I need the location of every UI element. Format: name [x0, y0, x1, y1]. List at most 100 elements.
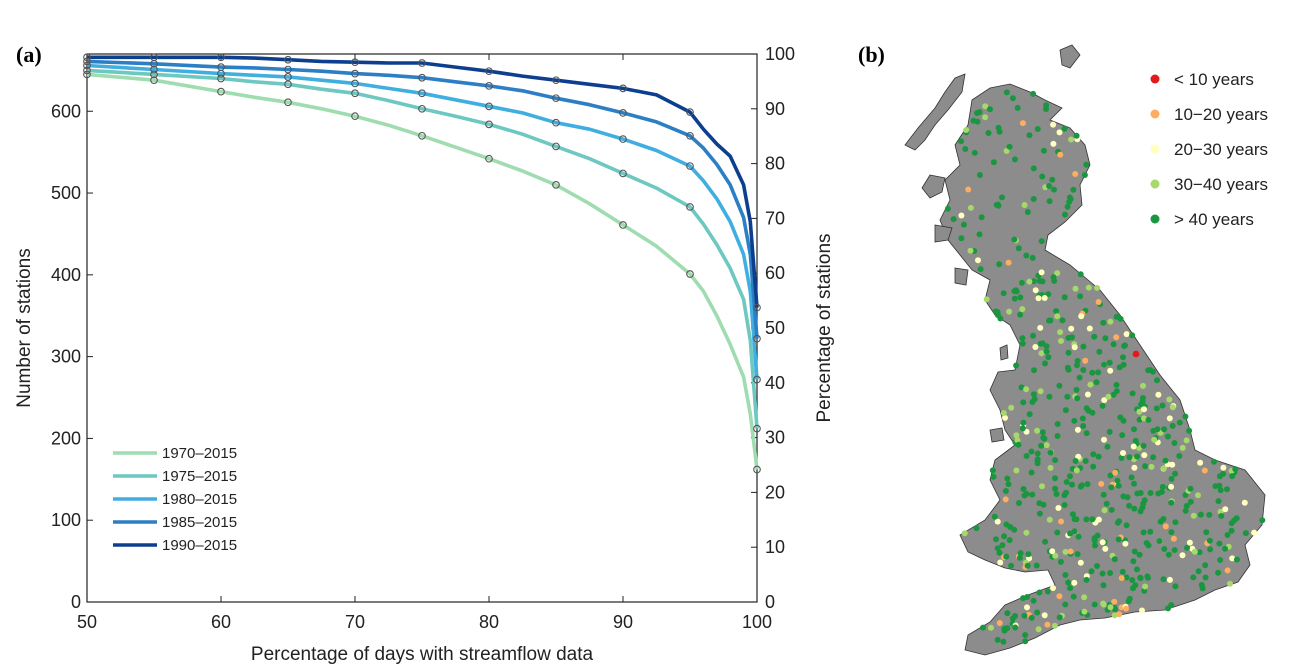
station-point — [1074, 551, 1081, 558]
station-point — [1151, 436, 1158, 443]
station-point — [976, 172, 983, 178]
station-point — [1003, 521, 1010, 528]
station-point — [950, 216, 957, 223]
series-marker-0 — [284, 98, 292, 107]
map-legend-label-1: 10−20 years — [1174, 105, 1268, 124]
station-point — [1062, 407, 1069, 414]
series-marker-0 — [83, 70, 91, 79]
station-point — [1063, 489, 1069, 496]
station-point — [958, 235, 965, 242]
station-point — [1029, 491, 1036, 498]
station-point — [1106, 428, 1113, 435]
mull-island — [934, 224, 953, 243]
station-point — [1082, 458, 1089, 464]
x-axis-ticks: 50 60 70 80 90 100 — [77, 54, 772, 632]
station-point — [1099, 570, 1106, 577]
station-point — [1130, 558, 1137, 565]
station-point — [1016, 554, 1023, 561]
y-tick-label: 600 — [51, 101, 81, 121]
station-point — [1012, 624, 1019, 631]
station-point — [1021, 612, 1028, 619]
station-point — [1030, 196, 1037, 202]
station-point — [1140, 382, 1146, 389]
station-point — [1002, 496, 1009, 503]
station-point — [997, 559, 1004, 566]
series-marker-1 — [485, 120, 493, 129]
series-marker-4 — [619, 84, 627, 93]
station-point — [1024, 604, 1030, 611]
panel-b-label: (b) — [858, 42, 885, 67]
station-points — [944, 89, 1266, 645]
station-point — [1166, 396, 1173, 403]
station-point — [1168, 483, 1175, 490]
station-point — [1105, 393, 1112, 400]
station-point — [1172, 583, 1179, 590]
station-point — [996, 620, 1003, 626]
station-point — [963, 127, 970, 133]
station-point — [1047, 464, 1054, 471]
station-point — [983, 296, 990, 303]
station-point — [1202, 562, 1209, 569]
station-point — [1139, 395, 1146, 401]
station-point — [1003, 89, 1010, 96]
station-point — [1161, 546, 1168, 552]
station-point — [975, 257, 981, 264]
y-tick-label: 100 — [51, 510, 81, 530]
station-point — [1218, 513, 1225, 519]
station-point — [1045, 291, 1052, 298]
station-point — [1017, 294, 1024, 301]
station-point — [1095, 453, 1102, 460]
station-point — [1049, 548, 1056, 555]
station-point — [1035, 626, 1042, 633]
station-point — [1050, 140, 1057, 147]
station-point — [1023, 453, 1030, 459]
station-point — [1187, 485, 1194, 492]
station-point — [1206, 537, 1213, 544]
station-point — [1034, 126, 1041, 132]
station-point — [1056, 593, 1063, 600]
station-point — [1191, 548, 1198, 555]
station-point — [1041, 295, 1048, 301]
station-point — [1032, 344, 1039, 350]
station-point — [1082, 357, 1089, 364]
station-point — [1013, 432, 1020, 439]
station-point — [1093, 379, 1100, 386]
station-point — [1095, 299, 1102, 305]
station-point — [1074, 395, 1081, 402]
x-tick-label: 60 — [211, 612, 231, 632]
station-point — [1121, 343, 1128, 349]
station-point — [1196, 549, 1203, 556]
station-point — [1068, 325, 1075, 332]
station-point — [1160, 465, 1167, 472]
station-point — [1150, 368, 1156, 375]
series-marker-0 — [418, 131, 426, 140]
station-point — [1030, 165, 1037, 172]
station-point — [1195, 492, 1201, 499]
station-point — [1051, 186, 1057, 193]
station-point — [1190, 512, 1197, 519]
station-point — [1203, 529, 1210, 536]
series-marker-1 — [619, 169, 627, 178]
station-point — [1168, 499, 1175, 506]
station-point — [1054, 421, 1061, 427]
station-point — [958, 138, 965, 145]
station-point — [1172, 519, 1179, 526]
station-point — [1071, 579, 1078, 586]
station-point — [1062, 572, 1069, 578]
station-point — [1077, 483, 1084, 490]
series-marker-3 — [753, 334, 761, 343]
station-point — [1117, 315, 1124, 322]
station-point — [1160, 516, 1167, 522]
station-point — [982, 114, 989, 121]
station-point — [1071, 528, 1078, 535]
station-point — [1150, 427, 1157, 434]
y-tick-label: 200 — [51, 428, 81, 448]
station-point — [1065, 349, 1072, 356]
series-marker-3 — [284, 65, 292, 74]
station-point — [1186, 539, 1193, 546]
station-point — [1182, 413, 1189, 420]
series-marker-4 — [418, 59, 426, 67]
station-point — [1062, 211, 1068, 218]
station-point — [1158, 488, 1165, 495]
station-point — [1143, 540, 1150, 546]
